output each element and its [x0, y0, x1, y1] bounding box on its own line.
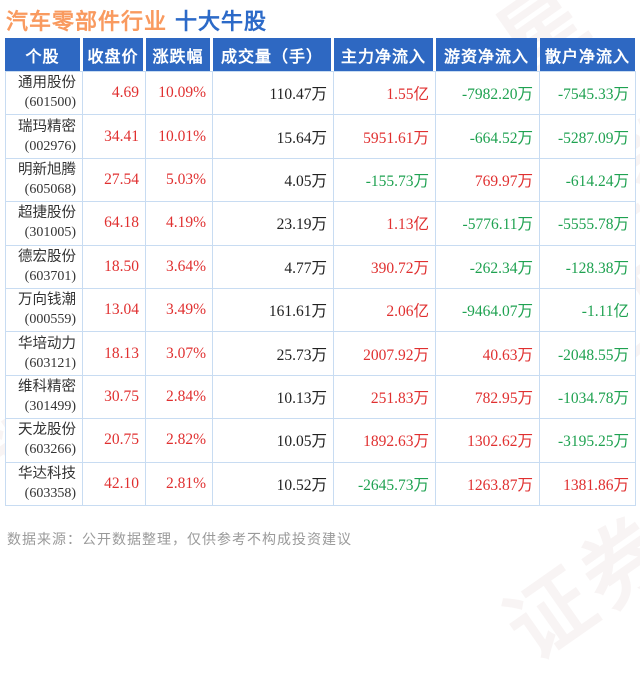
- close-price-cell: 30.75: [82, 374, 146, 420]
- stock-name-cell: 华培动力 (603121): [5, 331, 83, 376]
- main-inflow-cell: 1.55亿: [333, 70, 436, 116]
- table-row: 华达科技 (603358) 42.10 2.81% 10.52万 -2645.73万 126…: [5, 461, 636, 506]
- volume-cell: 10.52万: [212, 461, 334, 506]
- table-row: 超捷股份 (301005) 64.18 4.19% 23.19万 1.13亿 -5776.1…: [5, 201, 636, 246]
- stock-name-cell: 通用股份 (601500): [5, 70, 83, 116]
- main-inflow-cell: 5951.61万: [333, 114, 436, 159]
- data-source-note: 数据来源：公开数据整理，仅供参考不构成投资建议: [7, 531, 352, 547]
- stocks-table-grid: 通用股份 (601500) 4.69 10.09% 110.47万 1.55亿 -7982.…: [5, 70, 636, 506]
- close-price-cell: 4.69: [82, 70, 146, 116]
- table-row: 万向钱潮 (000559) 13.04 3.49% 161.61万 2.06亿 -9464.…: [5, 287, 636, 333]
- change-percent-cell: 2.82%: [145, 418, 213, 463]
- change-percent-cell: 3.64%: [145, 244, 213, 289]
- volume-cell: 161.61万: [212, 287, 334, 333]
- hot-money-cell: -5776.11万: [435, 201, 540, 246]
- stock-name-cell: 天龙股份 (603266): [5, 418, 83, 463]
- change-percent-cell: 10.01%: [145, 114, 213, 159]
- page-title: 汽车零部件行业 十大牛股: [6, 4, 267, 36]
- close-price-cell: 13.04: [82, 287, 146, 333]
- change-percent-cell: 5.03%: [145, 157, 213, 203]
- header-cell-retail-inflow: 散户净流入: [540, 38, 635, 71]
- change-percent-cell: 2.81%: [145, 461, 213, 506]
- volume-cell: 4.77万: [212, 244, 334, 289]
- header-cell-volume: 成交量（手）: [213, 38, 331, 71]
- retail-inflow-cell: -5555.78万: [539, 201, 636, 246]
- retail-inflow-cell: -614.24万: [539, 157, 636, 203]
- close-price-cell: 64.18: [82, 201, 146, 246]
- retail-inflow-cell: -7545.33万: [539, 70, 636, 116]
- header-cell-hot-money: 游资净流入: [436, 38, 537, 71]
- main-inflow-cell: 1892.63万: [333, 418, 436, 463]
- retail-inflow-cell: -1.11亿: [539, 287, 636, 333]
- table-row: 明新旭腾 (605068) 27.54 5.03% 4.05万 -155.73万 769.9…: [5, 157, 636, 203]
- change-percent-cell: 2.84%: [145, 374, 213, 420]
- retail-inflow-cell: -2048.55万: [539, 331, 636, 376]
- retail-inflow-cell: -128.38万: [539, 244, 636, 289]
- retail-inflow-cell: -5287.09万: [539, 114, 636, 159]
- close-price-cell: 27.54: [82, 157, 146, 203]
- main-inflow-cell: 1.13亿: [333, 201, 436, 246]
- table-row: 维科精密 (301499) 30.75 2.84% 10.13万 251.83万 782.9…: [5, 374, 636, 420]
- stock-name-cell: 德宏股份 (603701): [5, 244, 83, 289]
- stock-name-cell: 华达科技 (603358): [5, 461, 83, 506]
- hot-money-cell: -262.34万: [435, 244, 540, 289]
- retail-inflow-cell: -3195.25万: [539, 418, 636, 463]
- main-inflow-cell: 251.83万: [333, 374, 436, 420]
- volume-cell: 10.05万: [212, 418, 334, 463]
- close-price-cell: 18.13: [82, 331, 146, 376]
- hot-money-cell: 1302.62万: [435, 418, 540, 463]
- close-price-cell: 42.10: [82, 461, 146, 506]
- header-cell-close: 收盘价: [83, 38, 143, 71]
- table-header-row: 个股 收盘价 涨跌幅 成交量（手） 主力净流入 游资净流入 散户净流入: [5, 38, 635, 71]
- change-percent-cell: 10.09%: [145, 70, 213, 116]
- retail-inflow-cell: 1381.86万: [539, 461, 636, 506]
- hot-money-cell: 40.63万: [435, 331, 540, 376]
- table-row: 瑞玛精密 (002976) 34.41 10.01% 15.64万 5951.61万 -66…: [5, 114, 636, 159]
- stocks-table: 个股 收盘价 涨跌幅 成交量（手） 主力净流入 游资净流入 散户净流入 通用股份…: [5, 38, 636, 506]
- hot-money-cell: 782.95万: [435, 374, 540, 420]
- volume-cell: 4.05万: [212, 157, 334, 203]
- change-percent-cell: 3.49%: [145, 287, 213, 333]
- retail-inflow-cell: -1034.78万: [539, 374, 636, 420]
- table-row: 德宏股份 (603701) 18.50 3.64% 4.77万 390.72万 -262.3…: [5, 244, 636, 289]
- volume-cell: 15.64万: [212, 114, 334, 159]
- header-cell-main-inflow: 主力净流入: [334, 38, 433, 71]
- table-row: 华培动力 (603121) 18.13 3.07% 25.73万 2007.92万 40.6…: [5, 331, 636, 376]
- main-inflow-cell: 2.06亿: [333, 287, 436, 333]
- header-cell-stock: 个股: [5, 38, 80, 71]
- stock-name-cell: 瑞玛精密 (002976): [5, 114, 83, 159]
- close-price-cell: 18.50: [82, 244, 146, 289]
- title-subtitle: 十大牛股: [175, 9, 268, 34]
- change-percent-cell: 4.19%: [145, 201, 213, 246]
- close-price-cell: 34.41: [82, 114, 146, 159]
- header-cell-change: 涨跌幅: [146, 38, 210, 71]
- table-row: 通用股份 (601500) 4.69 10.09% 110.47万 1.55亿 -7982.…: [5, 70, 636, 116]
- stock-name-cell: 维科精密 (301499): [5, 374, 83, 420]
- title-industry: 汽车零部件行业: [6, 9, 168, 34]
- stock-name-cell: 万向钱潮 (000559): [5, 287, 83, 333]
- volume-cell: 110.47万: [212, 70, 334, 116]
- hot-money-cell: -7982.20万: [435, 70, 540, 116]
- main-inflow-cell: -155.73万: [333, 157, 436, 203]
- close-price-cell: 20.75: [82, 418, 146, 463]
- hot-money-cell: -664.52万: [435, 114, 540, 159]
- hot-money-cell: -9464.07万: [435, 287, 540, 333]
- main-inflow-cell: -2645.73万: [333, 461, 436, 506]
- stock-name-cell: 明新旭腾 (605068): [5, 157, 83, 203]
- main-inflow-cell: 2007.92万: [333, 331, 436, 376]
- stocks-table-body: 通用股份 (601500) 4.69 10.09% 110.47万 1.55亿 -7982.…: [5, 70, 636, 506]
- change-percent-cell: 3.07%: [145, 331, 213, 376]
- main-inflow-cell: 390.72万: [333, 244, 436, 289]
- volume-cell: 10.13万: [212, 374, 334, 420]
- volume-cell: 25.73万: [212, 331, 334, 376]
- volume-cell: 23.19万: [212, 201, 334, 246]
- stock-name-cell: 超捷股份 (301005): [5, 201, 83, 246]
- hot-money-cell: 769.97万: [435, 157, 540, 203]
- hot-money-cell: 1263.87万: [435, 461, 540, 506]
- table-row: 天龙股份 (603266) 20.75 2.82% 10.05万 1892.63万 1302…: [5, 418, 636, 463]
